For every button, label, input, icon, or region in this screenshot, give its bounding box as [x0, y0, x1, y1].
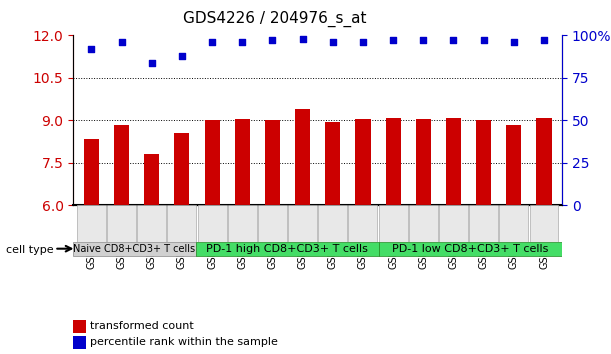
Text: transformed count: transformed count [90, 321, 194, 331]
Bar [536, 118, 552, 205]
Point [238, 39, 247, 45]
Point [358, 39, 368, 45]
FancyBboxPatch shape [197, 205, 227, 242]
Point [117, 39, 126, 45]
FancyBboxPatch shape [196, 241, 379, 256]
Point [479, 38, 489, 43]
Text: GDS4226 / 204976_s_at: GDS4226 / 204976_s_at [183, 11, 367, 27]
Bar [446, 118, 461, 205]
Point [147, 60, 156, 65]
Bar [73, 320, 86, 333]
Bar [386, 118, 401, 205]
Bar [295, 109, 310, 205]
Point [207, 39, 217, 45]
FancyBboxPatch shape [379, 241, 562, 256]
FancyBboxPatch shape [288, 205, 317, 242]
Bar [507, 125, 521, 205]
Point [87, 46, 97, 52]
FancyBboxPatch shape [379, 205, 408, 242]
Point [539, 38, 549, 43]
Point [268, 38, 277, 43]
Point [448, 38, 458, 43]
Bar [73, 336, 86, 349]
Bar [476, 120, 491, 205]
Text: percentile rank within the sample: percentile rank within the sample [90, 337, 278, 347]
FancyBboxPatch shape [469, 205, 498, 242]
Bar [84, 139, 99, 205]
FancyBboxPatch shape [107, 205, 136, 242]
FancyBboxPatch shape [318, 205, 347, 242]
FancyBboxPatch shape [258, 205, 287, 242]
Point [298, 36, 307, 42]
Bar [265, 120, 280, 205]
Point [388, 38, 398, 43]
Point [419, 38, 428, 43]
FancyBboxPatch shape [409, 205, 438, 242]
Bar [144, 154, 159, 205]
Bar [114, 125, 129, 205]
Text: Naive CD8+CD3+ T cells: Naive CD8+CD3+ T cells [73, 244, 196, 254]
Point [509, 39, 519, 45]
Text: PD-1 high CD8+CD3+ T cells: PD-1 high CD8+CD3+ T cells [207, 244, 368, 254]
FancyBboxPatch shape [348, 205, 378, 242]
Bar [356, 119, 370, 205]
FancyBboxPatch shape [77, 205, 106, 242]
Text: cell type: cell type [6, 245, 54, 255]
FancyBboxPatch shape [530, 205, 558, 242]
Point [328, 39, 338, 45]
FancyBboxPatch shape [439, 205, 468, 242]
Bar [174, 133, 189, 205]
FancyBboxPatch shape [137, 205, 166, 242]
FancyBboxPatch shape [499, 205, 529, 242]
Point [177, 53, 187, 59]
Bar [415, 119, 431, 205]
FancyBboxPatch shape [167, 205, 196, 242]
Text: PD-1 low CD8+CD3+ T cells: PD-1 low CD8+CD3+ T cells [392, 244, 549, 254]
Bar [325, 122, 340, 205]
FancyBboxPatch shape [228, 205, 257, 242]
Bar [205, 120, 220, 205]
FancyBboxPatch shape [73, 241, 196, 256]
Bar [235, 119, 250, 205]
